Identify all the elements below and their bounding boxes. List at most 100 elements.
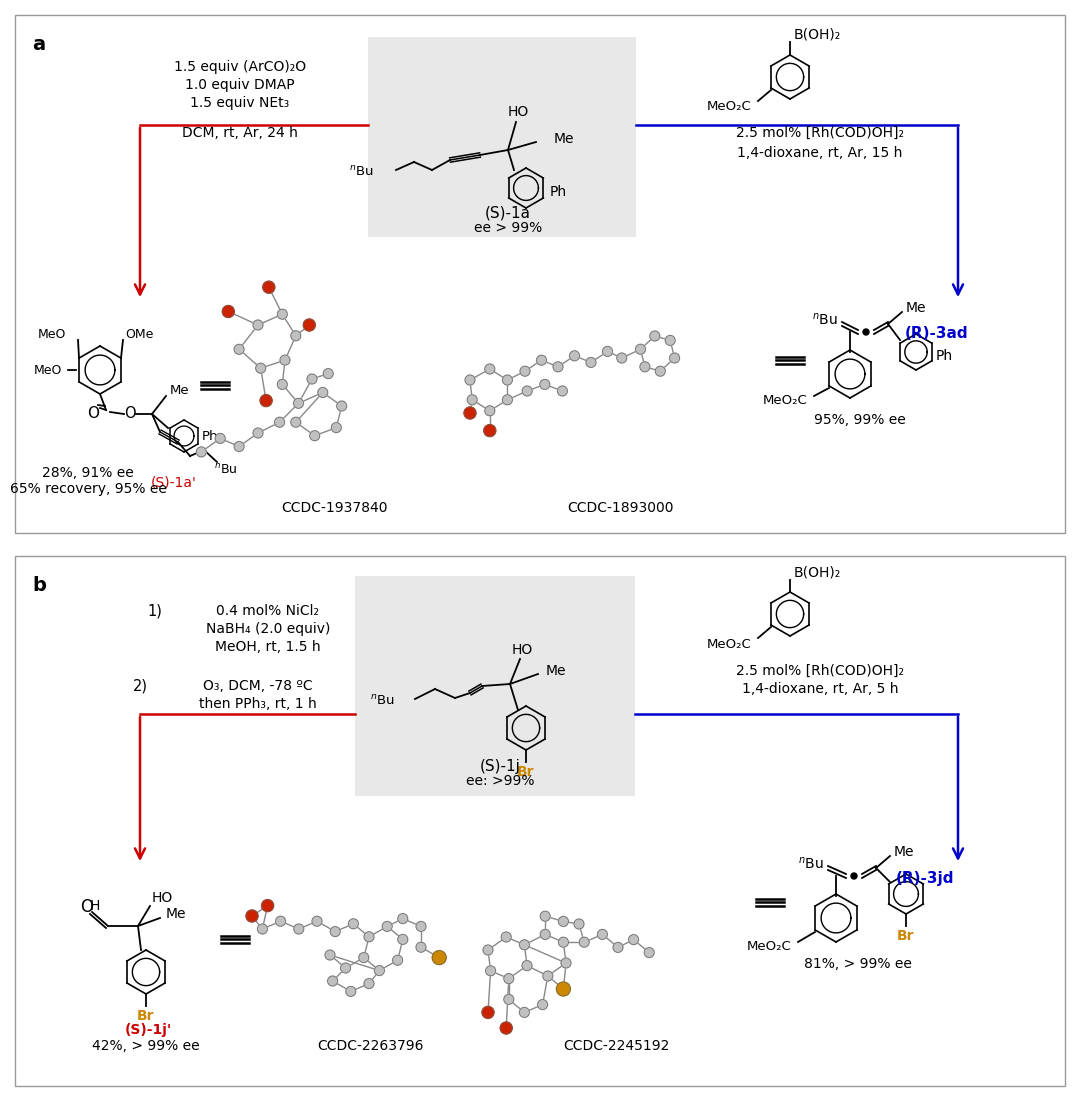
Text: (R)-3jd: (R)-3jd [896,871,955,886]
Circle shape [561,958,571,968]
Circle shape [540,379,550,389]
Text: O: O [124,407,136,421]
Text: b: b [32,576,45,595]
Text: Me: Me [546,665,567,678]
Text: Br: Br [517,765,535,779]
Circle shape [262,281,274,293]
Circle shape [432,951,446,964]
Circle shape [617,353,626,363]
Text: (S)-1a: (S)-1a [485,205,531,220]
Circle shape [851,873,858,879]
Circle shape [501,932,511,942]
Circle shape [349,919,359,929]
Text: CCDC-2263796: CCDC-2263796 [316,1039,423,1054]
Circle shape [522,961,532,971]
Text: 1,4-dioxane, rt, Ar, 5 h: 1,4-dioxane, rt, Ar, 5 h [742,682,899,696]
Text: H: H [90,899,100,912]
Circle shape [586,357,596,367]
Circle shape [538,1000,548,1009]
Circle shape [519,366,530,376]
Circle shape [346,986,355,996]
Circle shape [558,917,568,927]
Circle shape [540,911,550,921]
Circle shape [486,965,496,975]
Circle shape [553,361,563,371]
Text: then PPh₃, rt, 1 h: then PPh₃, rt, 1 h [199,696,316,711]
Circle shape [502,375,512,385]
Text: CCDC-1937840: CCDC-1937840 [282,501,388,515]
Text: (S)-1j: (S)-1j [480,758,521,774]
Text: CCDC-2245192: CCDC-2245192 [563,1039,670,1054]
Text: $^n$Bu: $^n$Bu [812,312,838,328]
Circle shape [540,929,550,939]
Circle shape [215,433,226,443]
Text: MeO: MeO [33,364,62,377]
Text: MeO₂C: MeO₂C [707,637,752,650]
Circle shape [502,395,512,404]
Text: Me: Me [166,907,187,921]
Circle shape [275,916,285,926]
Text: $^n$Bu: $^n$Bu [349,165,374,179]
Circle shape [280,355,291,365]
Circle shape [325,950,335,960]
Text: 1.5 equiv (ArCO)₂O: 1.5 equiv (ArCO)₂O [174,60,306,74]
Circle shape [340,963,351,973]
Circle shape [670,353,679,363]
Circle shape [197,447,206,457]
Text: HO: HO [508,105,528,119]
Text: ee > 99%: ee > 99% [474,222,542,235]
Circle shape [261,899,273,911]
Text: 1): 1) [147,604,162,618]
Circle shape [639,361,650,371]
Text: Me: Me [906,301,927,315]
Circle shape [523,386,532,396]
Circle shape [337,401,347,411]
Bar [355,576,635,796]
Circle shape [278,379,287,389]
Circle shape [569,350,580,360]
Circle shape [278,310,287,320]
Text: MeO: MeO [38,327,66,341]
Circle shape [519,940,529,950]
Circle shape [330,927,340,937]
Circle shape [294,398,303,409]
Text: HO: HO [511,642,532,657]
Circle shape [294,923,303,934]
Circle shape [246,910,258,922]
Text: 28%, 91% ee: 28%, 91% ee [42,466,134,480]
Text: 2): 2) [133,679,148,693]
Circle shape [274,418,285,428]
Text: MeO₂C: MeO₂C [764,393,808,407]
Text: Me: Me [554,132,575,145]
Circle shape [573,919,584,929]
Text: MeO₂C: MeO₂C [747,940,792,952]
Circle shape [543,971,553,981]
Circle shape [397,934,408,944]
Text: B(OH)₂: B(OH)₂ [794,28,841,42]
Text: Ph: Ph [936,349,954,363]
Circle shape [393,955,403,965]
Circle shape [364,932,374,942]
Text: Br: Br [897,929,915,943]
Circle shape [483,946,492,955]
Text: Br: Br [137,1009,154,1023]
Text: O₃, DCM, -78 ºC: O₃, DCM, -78 ºC [203,679,313,693]
Text: 2.5 mol% [Rh(COD)OH]₂: 2.5 mol% [Rh(COD)OH]₂ [735,665,904,678]
Circle shape [468,395,477,404]
Text: 2.5 mol% [Rh(COD)OH]₂: 2.5 mol% [Rh(COD)OH]₂ [735,126,904,140]
Text: 65% recovery, 95% ee: 65% recovery, 95% ee [10,482,166,496]
Circle shape [665,335,675,345]
Circle shape [629,934,638,944]
Circle shape [484,424,496,436]
Circle shape [416,942,426,952]
Text: $^n$Bu: $^n$Bu [370,694,395,707]
Circle shape [557,386,567,396]
Circle shape [397,914,408,923]
Text: O: O [87,407,99,421]
Text: NaBH₄ (2.0 equiv): NaBH₄ (2.0 equiv) [206,622,330,636]
Circle shape [556,982,570,996]
Text: DCM, rt, Ar, 24 h: DCM, rt, Ar, 24 h [183,126,298,140]
Circle shape [307,374,318,383]
Circle shape [332,422,341,433]
Circle shape [656,366,665,376]
